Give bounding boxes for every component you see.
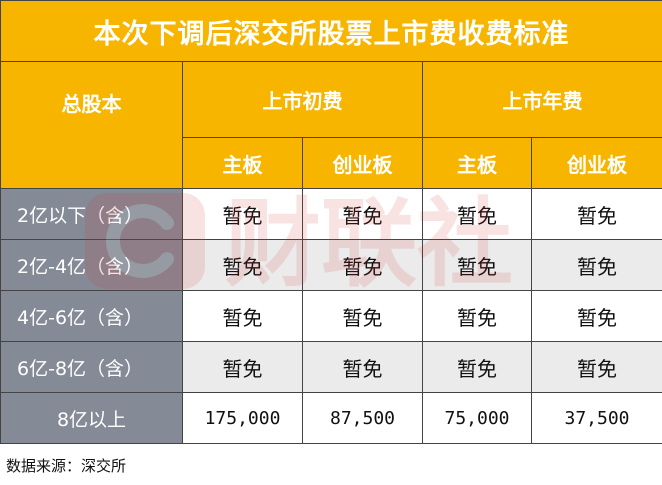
table-title: 本次下调后深交所股票上市费收费标准 — [0, 0, 662, 62]
cell-value: 暂免 — [182, 341, 303, 393]
row-label: 2亿以下（含） — [0, 188, 183, 240]
table-row: 4亿-6亿（含） 暂免 暂免 暂免 暂免 — [0, 290, 662, 342]
cell-value: 暂免 — [182, 290, 303, 342]
row-label: 2亿-4亿（含） — [0, 239, 183, 291]
row-label: 8亿以上 — [0, 392, 183, 444]
cell-value: 37,500 — [530, 392, 662, 444]
header-initial-chinext: 创业板 — [302, 137, 423, 189]
table-row: 2亿-4亿（含） 暂免 暂免 暂免 暂免 — [0, 239, 662, 291]
cell-value: 暂免 — [182, 239, 303, 291]
cell-value: 暂免 — [302, 188, 423, 240]
cell-value: 暂免 — [422, 290, 532, 342]
row-label: 4亿-6亿（含） — [0, 290, 183, 342]
cell-value: 暂免 — [422, 341, 532, 393]
header-annual-fee: 上市年费 — [421, 61, 662, 138]
header-annual-chinext: 创业板 — [530, 137, 662, 189]
header-annual-main-board: 主板 — [422, 137, 532, 189]
header-initial-main-board: 主板 — [182, 137, 303, 189]
data-source: 数据来源：深交所 — [6, 457, 127, 475]
header-total-shares: 总股本 — [0, 61, 183, 189]
table-row: 2亿以下（含） 暂免 暂免 暂免 暂免 — [0, 188, 662, 240]
cell-value: 暂免 — [422, 239, 532, 291]
cell-value: 暂免 — [182, 188, 303, 240]
row-label: 6亿-8亿（含） — [0, 341, 183, 393]
header-initial-fee: 上市初费 — [182, 61, 423, 138]
fee-table: 本次下调后深交所股票上市费收费标准 总股本 上市初费 上市年费 主板 创业板 主… — [0, 0, 662, 444]
cell-value: 75,000 — [422, 392, 532, 444]
cell-value: 暂免 — [530, 290, 662, 342]
cell-value: 暂免 — [530, 188, 662, 240]
cell-value: 暂免 — [530, 239, 662, 291]
cell-value: 87,500 — [302, 392, 423, 444]
table-row: 6亿-8亿（含） 暂免 暂免 暂免 暂免 — [0, 341, 662, 393]
cell-value: 暂免 — [302, 239, 423, 291]
cell-value: 暂免 — [422, 188, 532, 240]
table-row: 8亿以上 175,000 87,500 75,000 37,500 — [0, 392, 662, 444]
cell-value: 暂免 — [302, 341, 423, 393]
cell-value: 暂免 — [302, 290, 423, 342]
cell-value: 175,000 — [182, 392, 303, 444]
cell-value: 暂免 — [530, 341, 662, 393]
